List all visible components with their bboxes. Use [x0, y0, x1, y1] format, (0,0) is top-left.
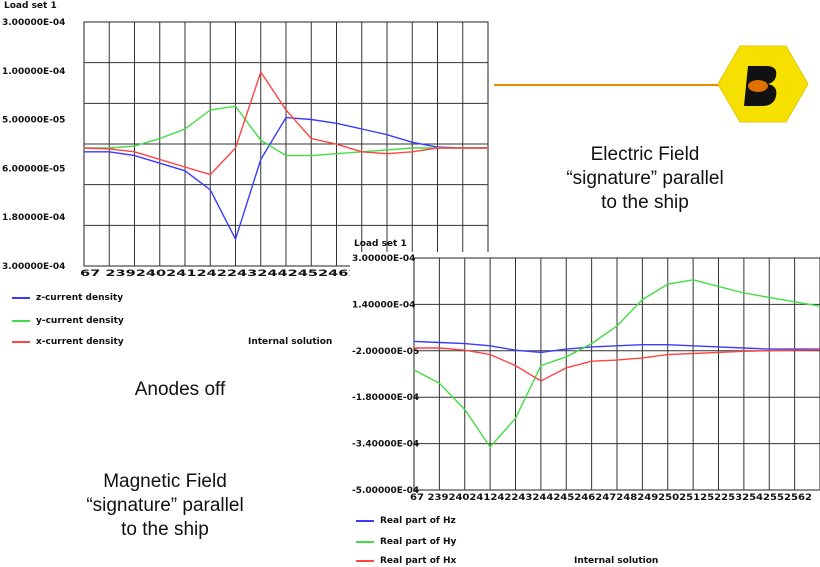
magnetic-caption-line3: to the ship — [121, 519, 209, 540]
legend-swatch-hy — [356, 541, 374, 543]
electric-caption-line3: to the ship — [601, 192, 689, 213]
chart2-ytick-label: 1.40000E-04 — [352, 300, 415, 310]
legend-swatch-hx — [356, 560, 374, 562]
chart1-note: Internal solution — [248, 337, 333, 347]
chart1-ytick-label: 1.80000E-04 — [2, 213, 65, 223]
chart2-ytick-label: -2.00000E-05 — [352, 347, 419, 357]
magnetic-caption-line2: “signature” parallel — [86, 495, 244, 516]
electric-field-caption: Electric Field “signature” parallel to t… — [510, 143, 780, 215]
chart1-legend-x: x-current density — [12, 337, 124, 347]
chart1-series-line-1 — [84, 105, 488, 157]
legend-swatch-hz — [356, 520, 374, 522]
chart1-ytick-label: 5.00000E-05 — [2, 116, 65, 126]
logo-connector-line — [494, 84, 724, 86]
chart2-series-line-0 — [413, 340, 820, 354]
chart1-legend-z: z-current density — [12, 293, 123, 303]
legend-label-hz: Real part of Hz — [380, 516, 456, 526]
legend-label-y: y-current density — [36, 316, 124, 326]
chart1-title: Load set 1 — [4, 1, 57, 11]
chart2-note: Internal solution — [574, 556, 659, 566]
chart1-ytick-label: 3.00000E-04 — [2, 18, 65, 28]
chart1-xtick-label: 67 2392402412422432442452462472482492502 — [80, 269, 480, 279]
chart2-ytick-label: -1.80000E-04 — [352, 393, 419, 403]
chart2-ytick-label: -5.00000E-04 — [352, 486, 419, 496]
magnetic-caption-line1: Magnetic Field — [103, 471, 227, 492]
chart2-series-line-1 — [413, 279, 820, 449]
legend-label-z: z-current density — [36, 293, 124, 303]
chart2-title: Load set 1 — [354, 239, 407, 249]
chart2-ytick-label: -3.40000E-04 — [352, 440, 419, 450]
chart1-ytick-label: 1.00000E-04 — [2, 67, 65, 77]
chart1-series-line-0 — [84, 116, 488, 242]
chart2-legend-hy: Real part of Hy — [356, 537, 456, 547]
anodes-caption: Anodes off — [134, 379, 226, 400]
legend-label-hy: Real part of Hy — [380, 537, 457, 547]
magnetic-field-caption: Magnetic Field “signature” parallel to t… — [30, 470, 300, 542]
chart2-xtick-label: 67 2392402412422432442452462472482492502… — [410, 493, 812, 503]
legend-swatch-z — [12, 297, 30, 299]
legend-label-x: x-current density — [36, 337, 124, 347]
chart2-legend-hz: Real part of Hz — [356, 516, 456, 526]
chart1-legend-y: y-current density — [12, 316, 124, 326]
legend-swatch-y — [12, 320, 30, 322]
chart2-ytick-label: 3.00000E-04 — [352, 254, 415, 264]
hexagon-logo-icon — [717, 45, 809, 123]
chart2-legend-hx: Real part of Hx — [356, 556, 456, 566]
electric-caption-line1: Electric Field — [590, 144, 700, 165]
chart2-series-line-2 — [414, 347, 820, 382]
legend-label-hx: Real part of Hx — [380, 556, 457, 566]
chart1-ytick-label: 3.00000E-04 — [2, 262, 65, 272]
legend-swatch-x — [12, 341, 30, 343]
chart1-ytick-label: 6.00000E-05 — [2, 164, 65, 174]
electric-caption-line2: “signature” parallel — [566, 168, 724, 189]
chart1-series-line-2 — [83, 70, 488, 176]
